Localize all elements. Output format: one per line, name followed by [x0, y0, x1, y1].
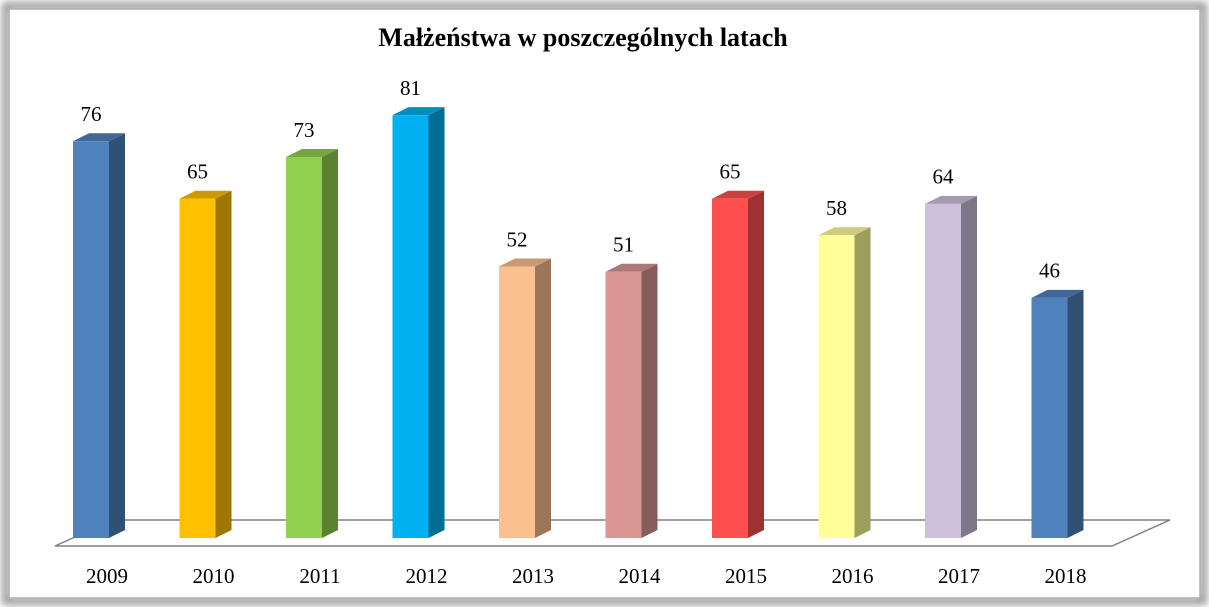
value-label: 81: [400, 76, 421, 100]
bar-top: [818, 227, 871, 236]
x-tick-label: 2012: [406, 564, 448, 588]
x-tick-label: 2014: [619, 564, 662, 588]
bar: [712, 198, 748, 538]
bar: [818, 235, 855, 539]
bar-side: [1067, 289, 1084, 538]
x-tick-label: 2011: [299, 564, 340, 588]
x-tick-label: 2017: [938, 564, 980, 588]
bar-side: [854, 227, 871, 539]
bar-top: [1031, 289, 1084, 298]
x-tick-label: 2015: [725, 564, 767, 588]
bar: [179, 198, 216, 538]
x-tick-label: 2018: [1045, 564, 1087, 588]
bar-side: [535, 258, 551, 538]
value-label: 58: [826, 196, 847, 220]
bar-top: [712, 190, 764, 199]
chart-title: Małżeństwa w poszczególnych latach: [378, 23, 788, 52]
bar: [499, 266, 535, 538]
bar-side: [961, 195, 977, 539]
x-tick-label: 2016: [832, 564, 874, 588]
bar-top: [605, 263, 658, 272]
value-label: 46: [1039, 259, 1060, 283]
bar-side: [641, 263, 658, 538]
value-label: 65: [720, 160, 741, 184]
bar-side: [109, 133, 125, 538]
value-label: 52: [507, 227, 528, 251]
x-tick-label: 2013: [512, 564, 554, 588]
bar-side: [322, 148, 338, 538]
bar-top: [925, 195, 977, 204]
bar-side: [428, 107, 445, 539]
bar-top: [392, 107, 445, 116]
bar-top: [286, 148, 338, 157]
bar-top: [73, 133, 125, 142]
value-label: 73: [294, 118, 315, 142]
value-label: 65: [187, 160, 208, 184]
value-label: 76: [81, 102, 102, 126]
bar-top: [179, 190, 232, 199]
x-tick-label: 2009: [86, 564, 128, 588]
value-label: 51: [613, 233, 634, 257]
bar: [286, 156, 322, 538]
value-label: 64: [933, 165, 955, 189]
bar-top: [499, 258, 551, 267]
bar-side: [748, 190, 764, 538]
bar: [73, 141, 109, 538]
bar: [605, 271, 642, 538]
bar: [392, 115, 429, 539]
bar-side: [215, 190, 232, 538]
x-tick-label: 2010: [193, 564, 235, 588]
bar: [925, 203, 961, 539]
bar: [1031, 297, 1068, 538]
